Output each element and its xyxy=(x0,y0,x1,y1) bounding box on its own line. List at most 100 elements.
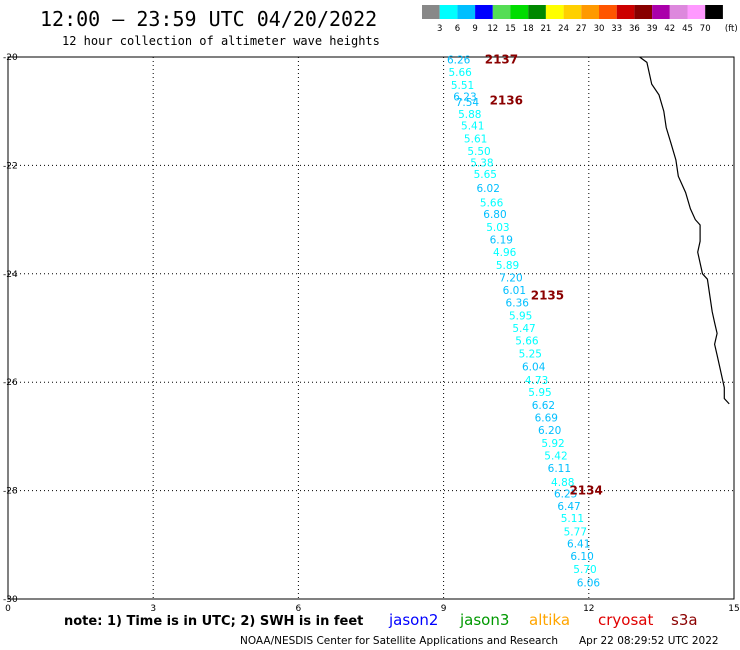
satellite-legend-s3a: s3a xyxy=(671,611,698,629)
color-scale-swatch xyxy=(492,5,511,19)
timestamp-text: Apr 22 08:29:52 UTC 2022 xyxy=(579,635,719,647)
credit-text: NOAA/NESDIS Center for Satellite Applica… xyxy=(240,635,558,647)
wave-height-label: 5.38 xyxy=(470,158,493,170)
color-scale-label: 18 xyxy=(523,24,534,34)
wave-height-label: 5.03 xyxy=(486,222,509,234)
wave-height-label: 6.80 xyxy=(483,209,506,221)
pass-labels: 2137 2136 2135 2134 xyxy=(485,53,603,498)
color-scale-label: 12 xyxy=(487,24,498,34)
color-scale-swatch xyxy=(581,5,599,19)
wave-height-label: 4.96 xyxy=(493,247,517,259)
wave-height-label: 5.95 xyxy=(509,311,532,323)
wave-height-observations: 6.265.665.516.237.545.885.415.615.505.38… xyxy=(447,55,600,590)
color-scale-label: 27 xyxy=(576,24,587,34)
wave-height-label: 6.62 xyxy=(532,400,555,412)
color-scale-label: 70 xyxy=(700,24,711,34)
color-scale-label: 21 xyxy=(540,24,551,34)
color-scale-label: 3 xyxy=(437,24,442,34)
wave-height-label: 7.20 xyxy=(499,273,522,285)
wave-height-label: 5.61 xyxy=(464,133,487,145)
y-tick-label: -30 xyxy=(3,595,18,605)
color-scale-label: 24 xyxy=(558,24,569,34)
x-tick-label: 3 xyxy=(150,604,156,614)
coastline xyxy=(639,56,730,405)
color-scale-label: 6 xyxy=(455,24,460,34)
x-tick-label: 0 xyxy=(5,604,11,614)
pass-number-label: 2134 xyxy=(569,484,602,498)
lat-lon-grid xyxy=(8,57,734,599)
wave-height-label: 5.42 xyxy=(544,450,567,462)
wave-height-label: 6.41 xyxy=(567,539,590,551)
color-scale-swatch xyxy=(439,5,458,19)
wave-height-label: 5.51 xyxy=(451,80,474,92)
wave-height-label: 4.88 xyxy=(551,477,574,489)
satellite-legend-cryosat: cryosat xyxy=(598,611,653,629)
color-scale-swatch xyxy=(545,5,564,19)
color-scale-swatch xyxy=(687,5,706,19)
x-tick-label: 9 xyxy=(441,604,447,614)
wave-height-color-scale: 3 6 9 12 15 18 21 24 27 30 33 36 39 42 45 70 (ft) xyxy=(422,5,738,34)
wave-height-label: 6.11 xyxy=(548,463,571,475)
color-scale-swatch xyxy=(634,5,653,19)
satellite-legend-jason2: jason2 xyxy=(388,611,438,629)
wave-height-label: 5.47 xyxy=(512,323,535,335)
wave-height-label: 5.77 xyxy=(564,526,587,538)
wave-height-label: 5.66 xyxy=(480,197,504,209)
wave-height-label: 5.70 xyxy=(573,564,596,576)
wave-height-label: 6.02 xyxy=(477,183,500,195)
y-tick-label: -28 xyxy=(3,487,18,497)
x-tick-label: 15 xyxy=(728,604,739,614)
wave-height-label: 5.66 xyxy=(448,67,472,79)
color-scale-swatch xyxy=(528,5,546,19)
satellite-legend-jason3: jason3 xyxy=(459,611,509,629)
color-scale-swatch xyxy=(510,5,529,19)
color-scale-label: 36 xyxy=(629,24,640,34)
wave-height-label: 5.50 xyxy=(467,146,490,158)
wave-height-label: 5.66 xyxy=(515,335,539,347)
wave-height-label: 6.23 xyxy=(453,92,476,104)
color-scale-swatch xyxy=(475,5,493,19)
color-scale-label: 39 xyxy=(647,24,658,34)
wave-height-label: 5.41 xyxy=(461,120,484,132)
satellite-legend-altika: altika xyxy=(529,611,570,629)
color-scale-label: 9 xyxy=(472,24,477,34)
color-scale-swatch xyxy=(652,5,670,19)
wave-height-label: 5.11 xyxy=(561,513,584,525)
wave-height-label: 6.26 xyxy=(447,55,471,67)
page-subtitle: 12 hour collection of altimeter wave hei… xyxy=(62,34,380,48)
page-title: 12:00 — 23:59 UTC 04/20/2022 xyxy=(40,7,377,31)
pass-number-label: 2137 xyxy=(485,53,518,67)
wave-height-label: 6.36 xyxy=(506,298,530,310)
wave-height-label: 6.69 xyxy=(535,412,558,424)
color-scale-swatch xyxy=(422,5,440,19)
color-scale-swatch xyxy=(616,5,635,19)
pass-number-label: 2136 xyxy=(490,93,523,107)
color-scale-swatch xyxy=(669,5,688,19)
wave-height-label: 5.65 xyxy=(474,169,497,181)
color-scale-swatch xyxy=(563,5,582,19)
wave-height-label: 5.89 xyxy=(496,260,519,272)
color-scale-label: 42 xyxy=(664,24,675,34)
color-scale-label: 30 xyxy=(594,24,605,34)
wave-height-label: 6.25 xyxy=(554,488,577,500)
color-scale-swatch xyxy=(457,5,476,19)
note-text: note: 1) Time is in UTC; 2) SWH is in fe… xyxy=(64,614,363,629)
wave-height-label: 5.88 xyxy=(458,109,481,121)
color-scale-swatch xyxy=(705,5,723,19)
y-tick-label: -20 xyxy=(3,53,18,63)
x-tick-label: 6 xyxy=(296,604,302,614)
x-tick-label: 12 xyxy=(583,604,594,614)
wave-height-label: 5.92 xyxy=(541,438,564,450)
color-scale-label: 33 xyxy=(611,24,622,34)
wave-height-label: 4.73 xyxy=(525,375,548,387)
wave-height-label: 6.19 xyxy=(490,235,513,247)
pass-number-label: 2135 xyxy=(531,288,564,302)
wave-height-label: 5.25 xyxy=(519,348,542,360)
y-tick-label: -26 xyxy=(3,378,18,388)
color-scale-label: 45 xyxy=(682,24,693,34)
map-frame xyxy=(7,56,735,600)
y-tick-label: -22 xyxy=(3,161,18,171)
wave-height-label: 5.95 xyxy=(528,387,551,399)
wave-height-label: 6.04 xyxy=(522,361,546,373)
